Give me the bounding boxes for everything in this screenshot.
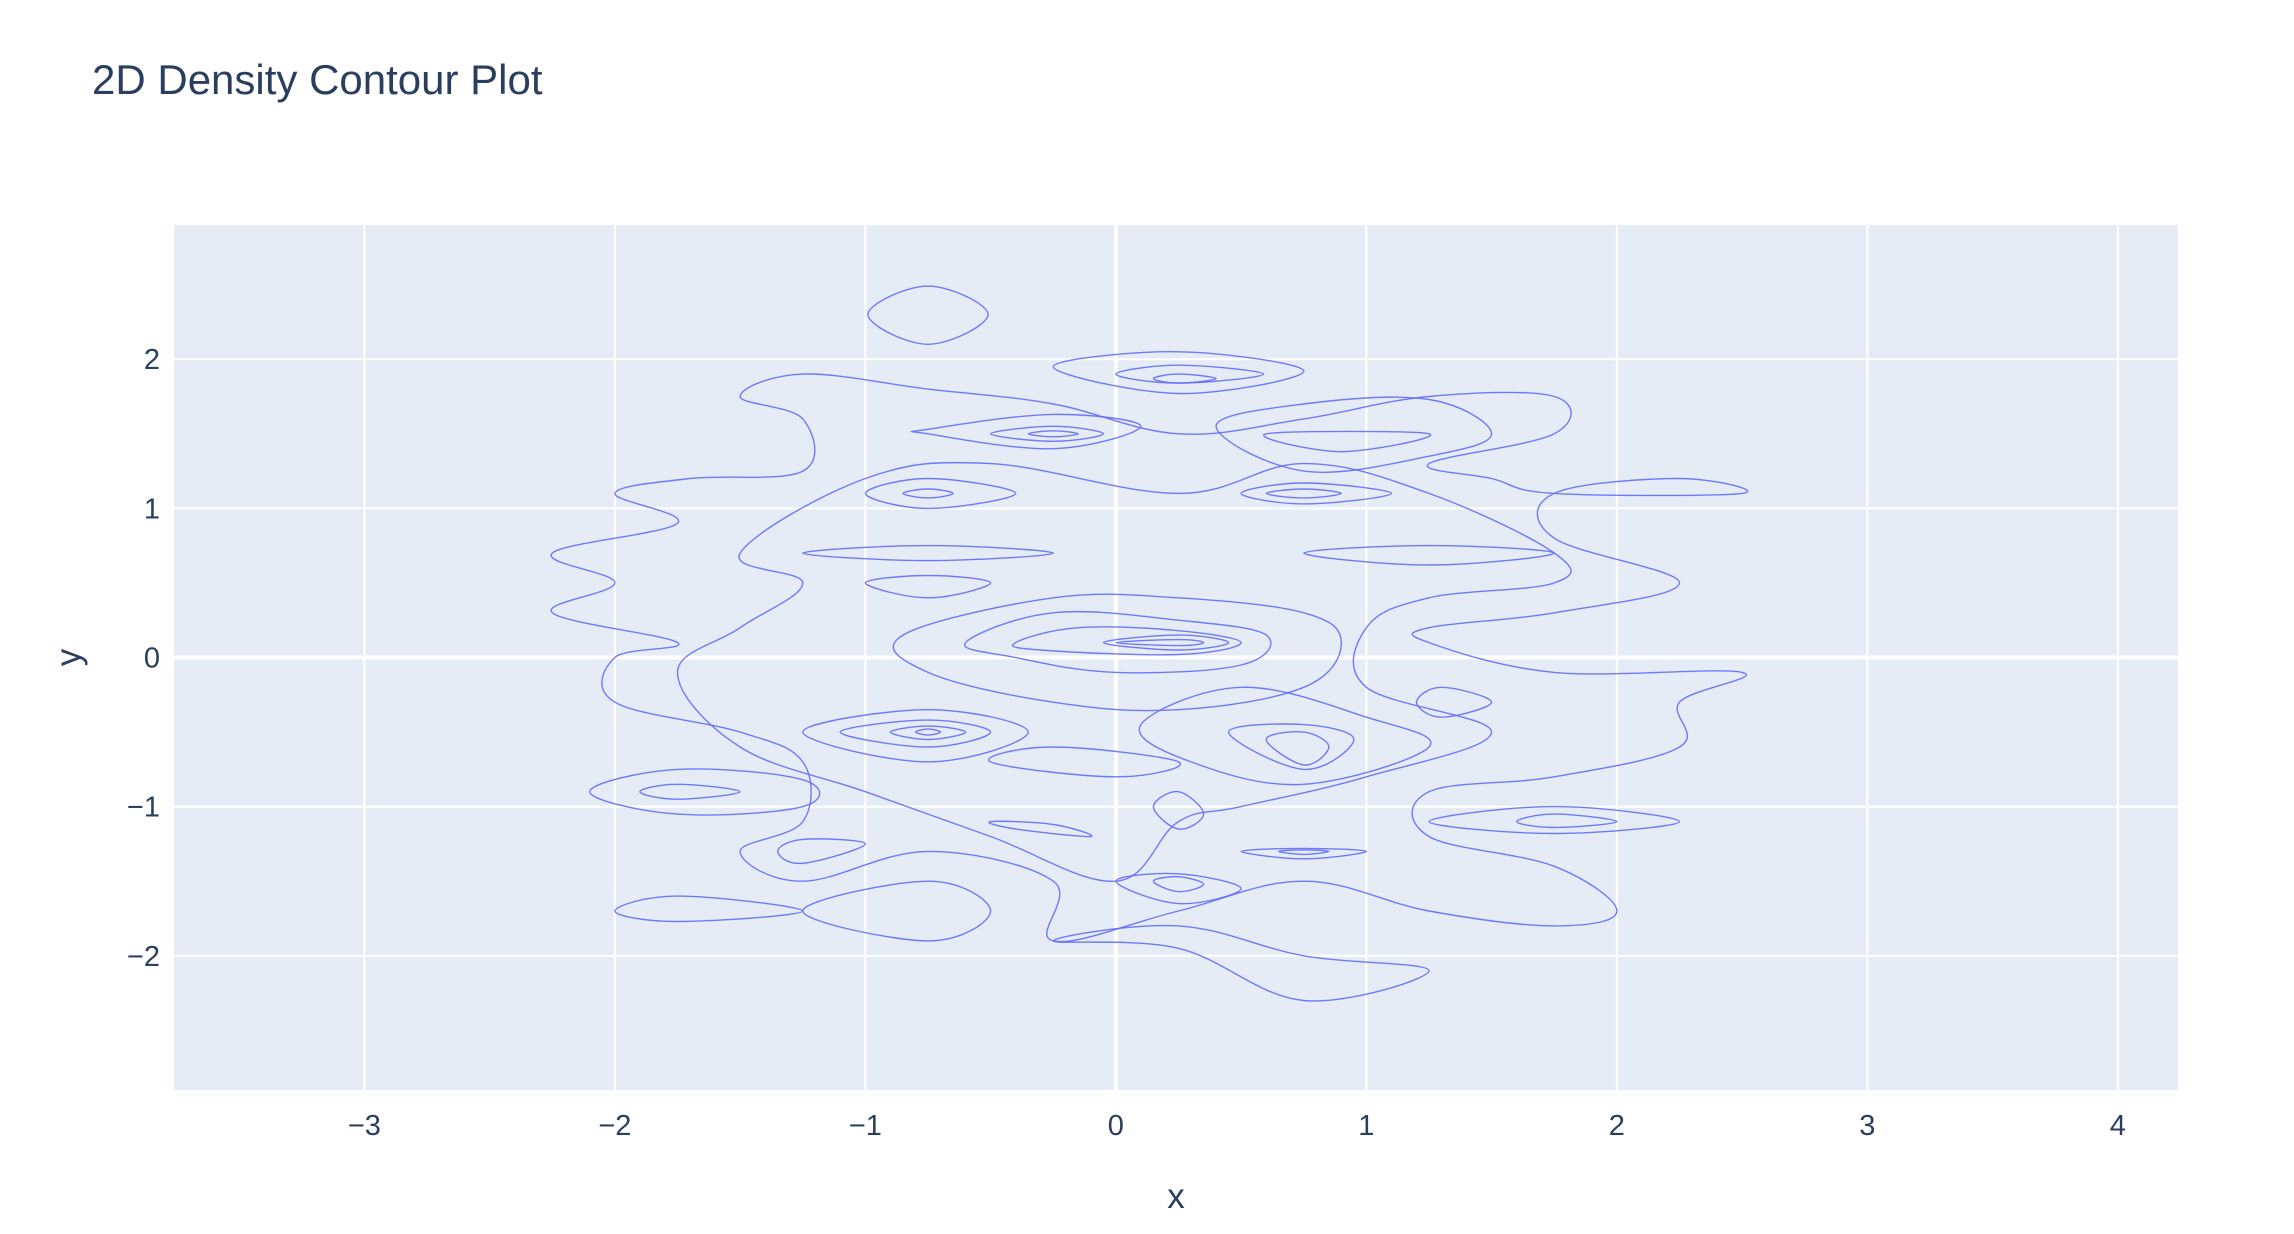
contour-line <box>867 285 989 346</box>
contour-line <box>1152 875 1205 893</box>
x-tick-label: −1 <box>849 1110 882 1142</box>
contour-line <box>864 574 992 599</box>
contour-line <box>988 746 1182 778</box>
x-tick-label: 3 <box>1859 1110 1875 1142</box>
contour-line <box>550 373 1749 943</box>
x-tick-label: 0 <box>1108 1110 1124 1142</box>
contour-line <box>910 413 1142 450</box>
chart-title: 2D Density Contour Plot <box>92 56 543 103</box>
x-axis-title: x <box>1167 1177 1185 1216</box>
contour-line <box>1227 723 1355 771</box>
contour-line <box>1277 849 1330 856</box>
contour-line <box>802 708 1029 763</box>
contour-line <box>1515 813 1618 829</box>
contour-line <box>1240 847 1368 860</box>
contour-line <box>1428 805 1681 835</box>
x-tick-label: 1 <box>1358 1110 1374 1142</box>
y-tick-label: −1 <box>127 792 160 824</box>
contour-line <box>1303 544 1556 566</box>
contour-line <box>963 610 1272 674</box>
contour-line <box>676 461 1572 882</box>
x-tick-label: 2 <box>1609 1110 1625 1142</box>
y-tick-label: 1 <box>144 493 160 525</box>
contour-lines <box>550 285 1749 1002</box>
x-tick-label: −2 <box>598 1110 631 1142</box>
contour-line <box>1152 790 1205 830</box>
grid-lines <box>174 225 2178 1090</box>
contour-line <box>864 477 1017 510</box>
y-tick-label: −2 <box>127 941 160 973</box>
y-tick-label: 2 <box>144 344 160 376</box>
contour-line <box>889 725 967 741</box>
contour-line <box>1240 482 1393 505</box>
contour-line <box>1265 731 1330 766</box>
contour-line <box>1152 373 1217 384</box>
contour-line <box>1052 924 1430 1002</box>
contour-line <box>1102 634 1230 651</box>
contour-line <box>1138 686 1432 786</box>
y-axis-title: y <box>49 648 88 666</box>
contour-line <box>1052 351 1305 395</box>
contour-line <box>902 488 954 499</box>
contour-line <box>1115 638 1205 647</box>
contour-line <box>1115 872 1242 905</box>
contour-line <box>914 728 942 736</box>
contour-line <box>802 880 992 942</box>
contour-line <box>589 768 821 816</box>
contour-line <box>1415 686 1493 718</box>
y-axis-ticks: −2 −1 0 1 2 <box>127 344 160 973</box>
contour-line <box>1115 364 1265 384</box>
x-axis-ticks: −3 −2 −1 0 1 2 3 4 <box>348 1110 2126 1142</box>
contour-line <box>839 719 992 748</box>
contour-line <box>1263 430 1432 453</box>
contour-line <box>802 544 1055 562</box>
x-tick-label: 4 <box>2110 1110 2126 1142</box>
contour-line <box>1215 396 1493 474</box>
contour-line <box>639 783 741 800</box>
contour-line <box>1027 430 1080 438</box>
contour-line <box>892 593 1343 712</box>
contour-line <box>1265 488 1343 499</box>
contour-line <box>776 838 867 865</box>
y-tick-label: 0 <box>144 643 160 675</box>
contour-line <box>988 820 1093 838</box>
contour-line <box>989 425 1105 443</box>
contour-line <box>1011 626 1242 656</box>
x-tick-label: −3 <box>348 1110 381 1142</box>
